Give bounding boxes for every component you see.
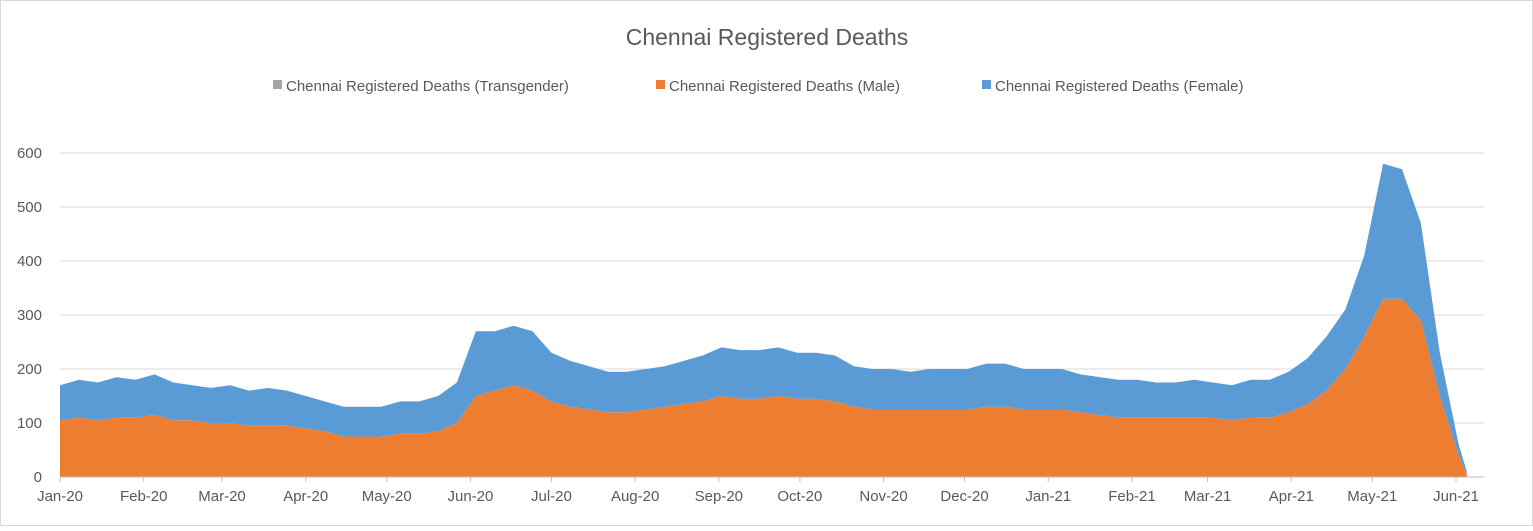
x-tick-label: Apr-20 bbox=[283, 488, 328, 505]
y-tick-label: 200 bbox=[17, 361, 42, 378]
legend-swatch-male bbox=[656, 80, 665, 89]
area-female bbox=[60, 163, 1467, 475]
x-tick-label: May-21 bbox=[1347, 488, 1397, 505]
chart-title: Chennai Registered Deaths bbox=[626, 24, 909, 50]
x-tick-label: Oct-20 bbox=[777, 488, 822, 505]
y-tick-label: 600 bbox=[17, 145, 42, 162]
x-tick-label: Feb-21 bbox=[1108, 488, 1156, 505]
y-tick-label: 0 bbox=[34, 469, 42, 486]
x-tick-label: Sep-20 bbox=[695, 488, 743, 505]
x-tick-label: May-20 bbox=[362, 488, 412, 505]
legend: Chennai Registered Deaths (Transgender) … bbox=[273, 78, 1243, 95]
legend-label-female: Chennai Registered Deaths (Female) bbox=[995, 78, 1243, 95]
legend-swatch-transgender bbox=[273, 80, 282, 89]
area-male bbox=[60, 298, 1467, 477]
legend-label-transgender: Chennai Registered Deaths (Transgender) bbox=[286, 78, 569, 95]
y-tick-label: 300 bbox=[17, 307, 42, 324]
x-tick-label: Jun-20 bbox=[447, 488, 493, 505]
x-tick-label: Feb-20 bbox=[120, 488, 168, 505]
x-tick-label: Dec-20 bbox=[940, 488, 988, 505]
x-tick-label: Jan-21 bbox=[1025, 488, 1071, 505]
legend-swatch-female bbox=[982, 80, 991, 89]
x-tick-label: Jun-21 bbox=[1433, 488, 1479, 505]
x-tick-label: Mar-21 bbox=[1184, 488, 1232, 505]
x-tick-label: Apr-21 bbox=[1269, 488, 1314, 505]
x-tick-label: Aug-20 bbox=[611, 488, 659, 505]
x-tick-label: Nov-20 bbox=[859, 488, 907, 505]
legend-label-male: Chennai Registered Deaths (Male) bbox=[669, 78, 900, 95]
y-tick-label: 400 bbox=[17, 253, 42, 270]
x-tick-label: Jan-20 bbox=[37, 488, 83, 505]
y-tick-label: 500 bbox=[17, 199, 42, 216]
x-tick-label: Mar-20 bbox=[198, 488, 246, 505]
x-tick-label: Jul-20 bbox=[531, 488, 572, 505]
y-tick-label: 100 bbox=[17, 415, 42, 432]
